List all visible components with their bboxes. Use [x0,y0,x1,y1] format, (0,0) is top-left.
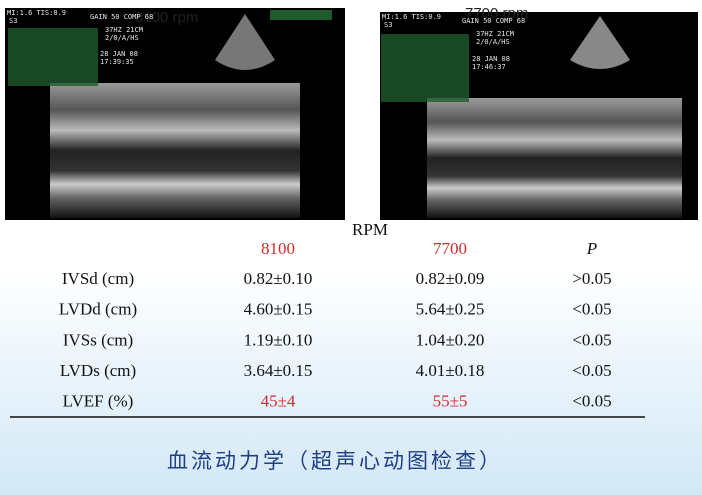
table-cell: 45±4 [261,392,296,411]
table-cell: 4.01±0.18 [416,361,485,380]
table-cell: <0.05 [572,361,611,380]
overlay-text: 37HZ 21CM [105,26,143,34]
table-cell: 0.82±0.09 [416,269,485,288]
overlay-text: 2/0/A/HS [105,34,139,42]
table-cell: 5.64±0.25 [416,300,485,319]
overlay-text: MI:1.6 TIS:0.9 [7,9,66,17]
overlay-text: S3 [384,21,392,29]
column-header: 7700 [433,239,467,258]
row-label: LVDs (cm) [60,361,136,380]
table-cell: 1.19±0.10 [244,330,313,349]
table-cell: 4.60±0.15 [244,300,313,319]
table-cell: <0.05 [572,392,611,411]
group-header: RPM [352,220,388,239]
column-header: P [586,239,597,258]
table-cell: 0.82±0.10 [244,269,313,288]
overlay-text: 28 JAN 08 [100,50,138,58]
overlay-text: GAIN 50 COMP 68 [462,17,525,25]
image-caption: 8100 rpm [135,9,198,26]
overlay-text: 2/0/A/HS [476,38,510,46]
table-cell: 3.64±0.15 [244,361,313,380]
row-label: IVSs (cm) [63,330,133,349]
ultrasound-image [5,8,345,220]
row-label: LVDd (cm) [59,300,137,319]
overlay-text: MI:1.6 TIS:0.9 [382,13,441,21]
overlay-text: 17:46:37 [472,63,506,71]
overlay-text: 17:39:35 [100,58,134,66]
row-label: LVEF (%) [63,392,134,411]
table-cell: >0.05 [572,269,611,288]
overlay-text: GAIN 50 COMP 68 [90,13,153,21]
overlay-text: S3 [9,17,17,25]
slide-title: 血流动力学（超声心动图检查） [167,449,503,473]
table-cell: <0.05 [572,330,611,349]
table-cell: <0.05 [572,300,611,319]
overlay-text: 28 JAN 08 [472,55,510,63]
image-caption: 7700 rpm [465,5,528,22]
ultrasound-image [380,12,698,220]
data-table: 8100 7700 P IVSd (cm) 0.82±0.10 0.82±0.09 >0.0… [59,239,612,411]
row-label: IVSd (cm) [62,269,134,288]
table-cell: 1.04±0.20 [416,330,485,349]
table-cell: 55±5 [433,392,468,411]
column-header: 8100 [261,239,295,258]
overlay-text: 37HZ 21CM [476,30,514,38]
